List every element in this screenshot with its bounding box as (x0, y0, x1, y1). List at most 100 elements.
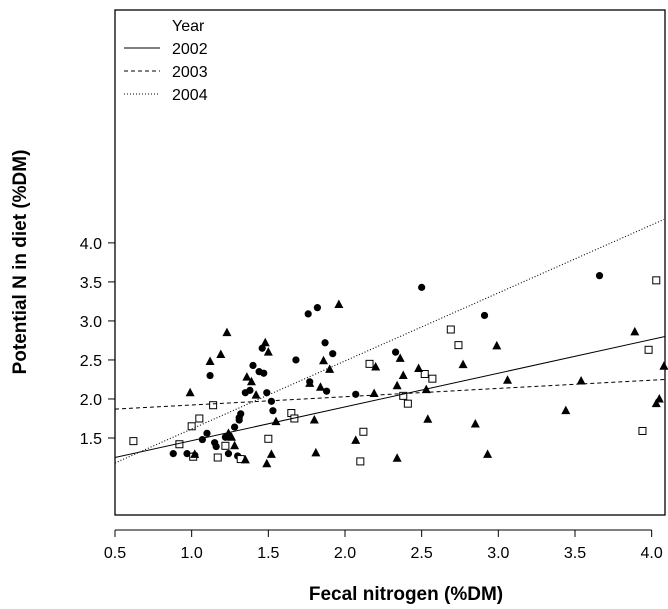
legend: Year 2002 2003 2004 (124, 18, 208, 104)
data-point-square (454, 341, 463, 350)
x-axis: 0.5 1.0 1.5 2.0 2.5 3.0 3.5 4.0 (104, 529, 663, 562)
data-point-triangle (230, 440, 240, 450)
data-point-square (638, 426, 647, 435)
data-point-circle (313, 304, 321, 312)
data-point-square (187, 422, 196, 431)
regression-lines (114, 218, 666, 464)
data-point-triangle (263, 347, 273, 356)
data-point-triangle (398, 370, 408, 380)
data-point-circle (212, 442, 220, 451)
data-point-circle (203, 429, 211, 437)
y-tick-label: 2.5 (80, 353, 102, 370)
data-point-circle (304, 310, 312, 318)
data-point-triangle (325, 364, 335, 373)
data-point-circle (322, 387, 331, 395)
y-tick-label: 3.0 (80, 314, 102, 331)
data-point-triangle (222, 327, 232, 337)
data-point-triangle (351, 435, 361, 444)
data-point-triangle (315, 382, 325, 391)
data-point-circle (352, 390, 360, 398)
data-point-circle (183, 450, 191, 458)
x-tick-label: 2.0 (334, 545, 356, 562)
data-point-triangle (246, 376, 256, 386)
data-point-square (195, 414, 204, 423)
data-point-circle (258, 344, 266, 352)
data-point-triangle (309, 415, 319, 424)
data-point-triangle (392, 380, 402, 390)
data-point-triangle (659, 361, 668, 370)
x-tick-label: 1.5 (257, 545, 279, 562)
data-point-triangle (483, 449, 493, 458)
data-point-triangle (470, 418, 480, 428)
x-tick-label: 3.5 (564, 545, 586, 562)
data-point-square (399, 391, 408, 400)
data-point-triangle (561, 405, 571, 415)
data-point-square (209, 401, 218, 410)
data-point-square (365, 359, 374, 368)
data-point-circle (246, 386, 254, 394)
y-tick-label: 4.0 (80, 236, 102, 253)
legend-title: Year (172, 18, 205, 35)
data-point-circle (230, 423, 239, 431)
x-tick-label: 3.0 (487, 545, 509, 562)
data-point-square (264, 434, 273, 443)
data-point-circle (480, 311, 489, 320)
data-point-circle (269, 407, 277, 415)
data-point-triangle (492, 340, 502, 350)
data-point-circle (595, 272, 604, 280)
data-point-circle (224, 450, 233, 458)
regression-line-2003 (114, 378, 666, 410)
y-axis: 1.5 2.0 2.5 3.0 3.5 4.0 (80, 236, 115, 448)
data-point-triangle (423, 414, 433, 423)
y-axis-label: Potential N in diet (%DM) (10, 150, 31, 375)
data-point-triangle (251, 390, 261, 399)
y-tick-label: 3.5 (80, 275, 102, 292)
x-tick-label: 2.5 (411, 545, 433, 562)
data-point-triangle (458, 359, 468, 369)
data-point-square (356, 457, 365, 466)
data-point-triangle (392, 453, 402, 462)
regression-line-2004 (114, 218, 665, 464)
data-point-circle (206, 371, 214, 380)
data-point-triangle (395, 353, 405, 362)
data-point-triangle (240, 454, 250, 464)
data-point-triangle (334, 299, 344, 309)
data-point-triangle (319, 355, 329, 365)
data-point-triangle (271, 416, 281, 426)
data-point-circle (267, 397, 275, 405)
data-point-circle (292, 356, 300, 364)
regression-line-2002 (114, 336, 666, 459)
data-point-triangle (227, 432, 237, 441)
data-point-circle (263, 389, 271, 397)
data-point-square (652, 276, 661, 285)
data-point-circle (321, 339, 329, 347)
data-point-circle (391, 348, 400, 356)
data-point-triangle (503, 375, 513, 384)
data-point-square (359, 427, 368, 436)
data-point-square (446, 325, 455, 334)
data-point-triangle (576, 376, 586, 385)
data-point-square (428, 374, 437, 383)
data-point-square (129, 437, 138, 446)
data-point-triangle (651, 398, 661, 408)
x-axis-label: Fecal nitrogen (%DM) (309, 584, 503, 605)
data-point-circle (249, 361, 257, 370)
data-point-circle (237, 410, 245, 418)
data-point-square (403, 399, 412, 408)
data-point-triangle (630, 326, 640, 336)
legend-label-2003: 2003 (172, 64, 208, 81)
data-point-triangle (216, 349, 226, 358)
y-tick-label: 2.0 (80, 392, 102, 409)
data-point-triangle (260, 337, 270, 347)
data-point-square (213, 453, 222, 462)
y-tick-label: 1.5 (80, 431, 102, 448)
data-point-circle (260, 369, 268, 377)
data-point-circle (169, 450, 177, 458)
data-point-triangle (414, 363, 424, 373)
data-point-triangle (242, 372, 252, 381)
data-point-triangle (185, 387, 195, 397)
data-point-circle (418, 283, 426, 291)
x-tick-label: 1.0 (181, 545, 203, 562)
data-points (129, 272, 668, 468)
